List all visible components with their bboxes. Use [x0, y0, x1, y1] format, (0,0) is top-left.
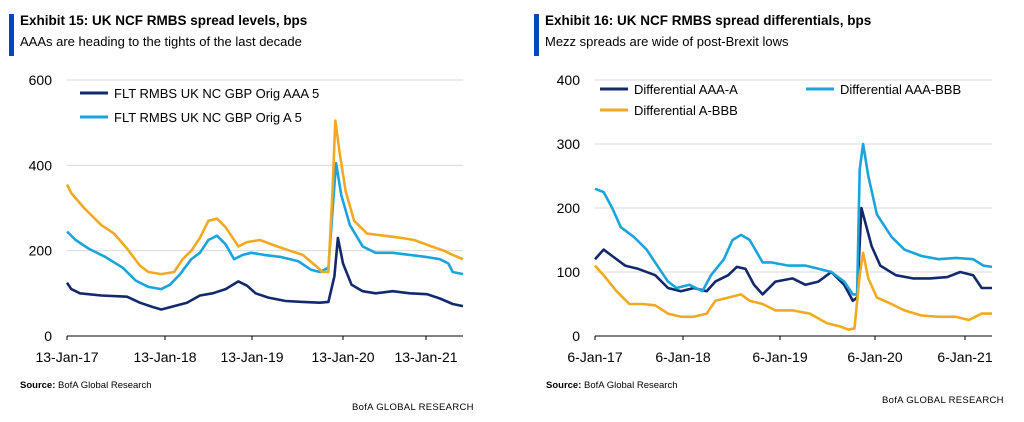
x-tick-label: 13-Jan-20 [311, 349, 374, 365]
y-tick-label: 0 [572, 328, 580, 344]
series-line-0 [594, 206, 992, 303]
x-tick-label: 13-Jan-19 [220, 349, 283, 365]
series-line-0 [65, 236, 464, 311]
x-tick-label: 13-Jan-21 [394, 349, 457, 365]
x-tick-label: 13-Jan-18 [133, 349, 196, 365]
y-tick-label: 300 [557, 136, 581, 152]
legend-label: Differential AAA-BBB [840, 82, 961, 97]
source-label: Source: [20, 380, 56, 391]
legend-label: Differential AAA-A [634, 82, 738, 97]
x-tick-label: 13-Jan-17 [35, 349, 98, 365]
spread-levels-chart: 0 200 400 600 13-Jan-17 13-Jan-18 13-Jan-19 13-… [29, 72, 464, 365]
x-tick-label: 6-Jan-17 [567, 349, 622, 365]
x-tick-label: 6-Jan-20 [847, 349, 902, 365]
exhibit-title: Exhibit 15: UK NCF RMBS spread levels, b… [20, 13, 308, 28]
exhibit-title: Exhibit 16: UK NCF RMBS spread different… [545, 13, 872, 28]
source-text: BofA Global Research [584, 380, 678, 391]
source-label: Source: [546, 380, 582, 391]
title-accent-bar [9, 14, 14, 56]
legend-label: Differential A-BBB [634, 103, 738, 118]
source-note: Source: BofA Global Research [546, 380, 678, 391]
exhibit-16-panel: Exhibit 16: UK NCF RMBS spread different… [528, 0, 1024, 422]
spread-differentials-chart: 0 100 200 300 400 6-Jan-17 6-Jan-18 6-Jan-19 6-J… [557, 72, 993, 365]
exhibit-subtitle: AAAs are heading to the tights of the la… [20, 34, 302, 49]
source-text: BofA Global Research [58, 380, 152, 391]
series-line-1 [594, 142, 993, 296]
x-tick-label: 6-Jan-21 [937, 349, 992, 365]
publisher-footer: BofA GLOBAL RESEARCH [352, 402, 474, 413]
y-tick-label: 200 [29, 243, 53, 259]
y-tick-label: 400 [557, 72, 581, 88]
title-accent-bar [534, 14, 539, 56]
exhibit-15-panel: Exhibit 15: UK NCF RMBS spread levels, b… [9, 13, 474, 413]
legend-label: FLT RMBS UK NC GBP Orig A 5 [114, 110, 302, 125]
exhibit-subtitle: Mezz spreads are wide of post-Brexit low… [545, 34, 789, 49]
legend-label: FLT RMBS UK NC GBP Orig AAA 5 [114, 86, 319, 101]
x-tick-label: 6-Jan-18 [655, 349, 710, 365]
x-tick-label: 6-Jan-19 [752, 349, 807, 365]
y-tick-label: 100 [557, 264, 581, 280]
source-note: Source: BofA Global Research [20, 380, 152, 391]
y-tick-label: 600 [29, 72, 53, 88]
y-tick-label: 400 [29, 157, 53, 173]
series-line-2 [594, 251, 992, 331]
y-tick-label: 200 [557, 200, 581, 216]
series-line-1 [66, 161, 464, 291]
y-tick-label: 0 [44, 328, 52, 344]
series-line-2 [65, 119, 464, 276]
publisher-footer: BofA GLOBAL RESEARCH [882, 395, 1004, 406]
